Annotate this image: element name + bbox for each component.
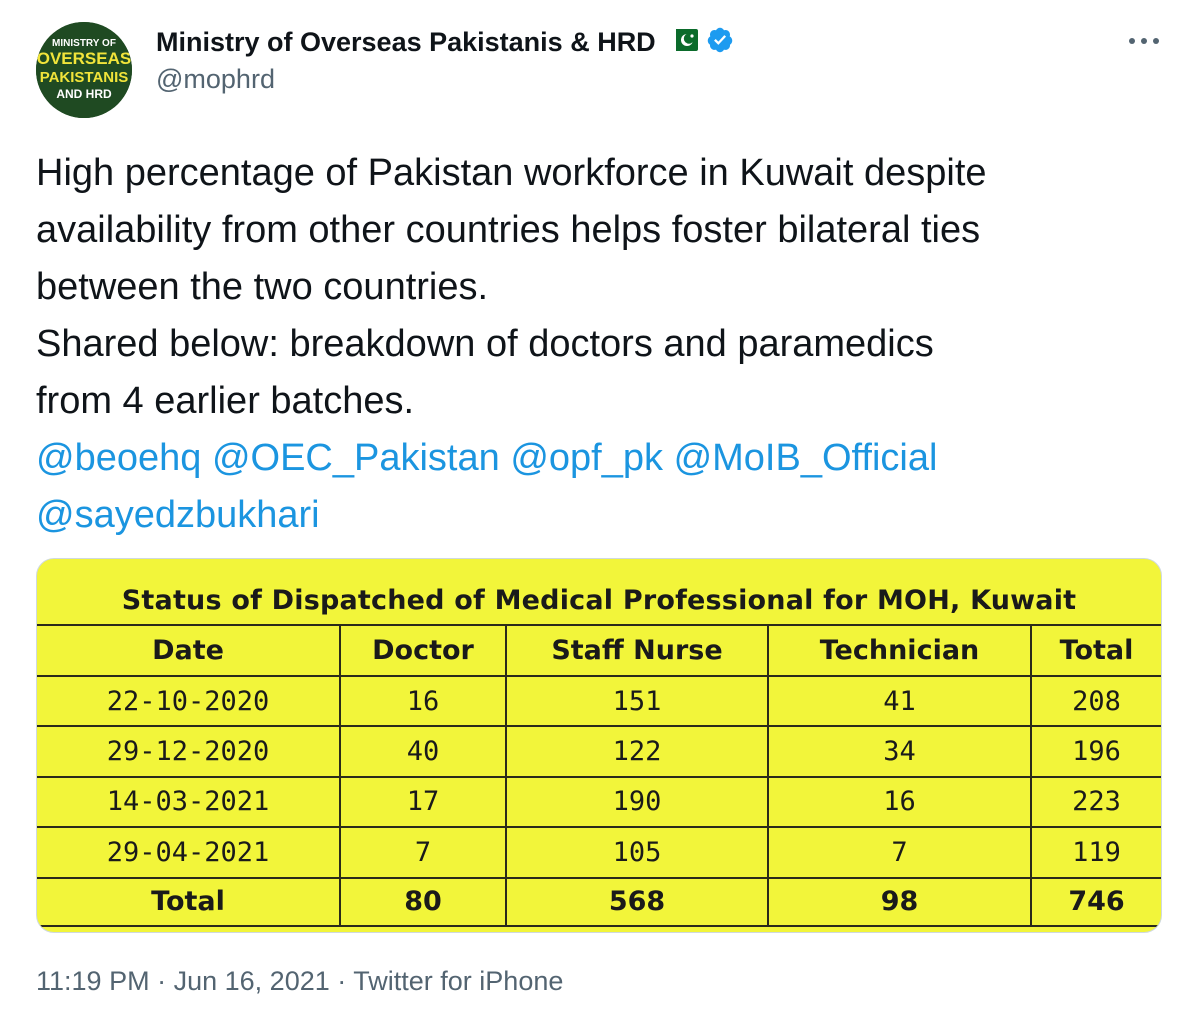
pakistan-flag-icon xyxy=(667,28,698,56)
table-cell: 40 xyxy=(339,725,507,778)
table-cell: 105 xyxy=(505,826,769,879)
table-cell: 98 xyxy=(767,876,1032,928)
meta-separator: · xyxy=(337,966,347,996)
tweet-date[interactable]: Jun 16, 2021 xyxy=(173,966,330,996)
table-cell: 122 xyxy=(505,725,769,778)
table-cell: 151 xyxy=(505,674,769,728)
tweet-line: between the two countries. xyxy=(36,266,489,308)
table-cell: 746 xyxy=(1029,876,1161,928)
table-header-row: Date Doctor Staff Nurse Technician Total xyxy=(37,624,1161,677)
mention-link[interactable]: @MoIB_Official xyxy=(673,437,938,479)
table-image: Status of Dispatched of Medical Professi… xyxy=(37,559,1161,932)
table-cell: 7 xyxy=(339,826,507,879)
column-header: Total xyxy=(1029,624,1161,677)
table-row: 29-04-2021 7 105 7 119 xyxy=(37,826,1161,879)
table-cell: 7 xyxy=(767,826,1032,879)
table-cell: 80 xyxy=(339,876,507,928)
media-image[interactable]: Status of Dispatched of Medical Professi… xyxy=(36,558,1162,933)
tweet-line: High percentage of Pakistan workforce in… xyxy=(36,152,987,194)
table-cell: 17 xyxy=(339,775,507,829)
mention-link[interactable]: @OEC_Pakistan xyxy=(211,437,500,479)
mentions-line: @beoehq @OEC_Pakistan @opf_pk @MoIB_Offi… xyxy=(36,430,1176,487)
table-title-row: Status of Dispatched of Medical Professi… xyxy=(37,577,1161,627)
table-cell: 41 xyxy=(767,674,1032,728)
avatar-logo: MINISTRY OF OVERSEAS PAKISTANIS AND HRD xyxy=(36,22,132,118)
tweet-text: High percentage of Pakistan workforce in… xyxy=(36,145,1176,544)
column-header: Doctor xyxy=(339,624,507,677)
table-cell: 16 xyxy=(767,775,1032,829)
column-header: Technician xyxy=(767,624,1032,677)
table-cell: 14-03-2021 xyxy=(37,775,341,829)
tweet-line: Shared below: breakdown of doctors and p… xyxy=(36,323,934,365)
table-row: 14-03-2021 17 190 16 223 xyxy=(37,775,1161,829)
table-cell: 568 xyxy=(505,876,769,928)
avatar[interactable]: MINISTRY OF OVERSEAS PAKISTANIS AND HRD xyxy=(36,22,132,118)
table-row: 29-12-2020 40 122 34 196 xyxy=(37,725,1161,778)
table-cell: Total xyxy=(37,876,341,928)
handle[interactable]: @mophrd xyxy=(156,64,275,94)
tweet-time[interactable]: 11:19 PM xyxy=(36,966,150,996)
author-block: Ministry of Overseas Pakistanis & HRD @m… xyxy=(156,24,734,95)
table-cell: 29-12-2020 xyxy=(37,725,341,778)
column-header: Date xyxy=(37,624,341,677)
table-title: Status of Dispatched of Medical Professi… xyxy=(37,577,1161,627)
table-cell: 223 xyxy=(1029,775,1161,829)
mention-link[interactable]: @opf_pk xyxy=(510,437,663,479)
svg-text:MINISTRY OF: MINISTRY OF xyxy=(52,38,116,49)
table-cell: 22-10-2020 xyxy=(37,674,341,728)
table-cell: 16 xyxy=(339,674,507,728)
svg-text:PAKISTANIS: PAKISTANIS xyxy=(40,69,129,86)
mentions-line: @sayedzbukhari xyxy=(36,487,1176,544)
tweet-meta: 11:19 PM · Jun 16, 2021 · Twitter for iP… xyxy=(36,966,563,997)
dispatch-table: Status of Dispatched of Medical Professi… xyxy=(37,577,1161,928)
meta-separator: · xyxy=(157,966,167,996)
table-cell: 29-04-2021 xyxy=(37,826,341,879)
column-header: Staff Nurse xyxy=(505,624,769,677)
table-cell: 119 xyxy=(1029,826,1161,879)
table-row: 22-10-2020 16 151 41 208 xyxy=(37,674,1161,728)
svg-text:AND HRD: AND HRD xyxy=(56,87,112,101)
tweet-source[interactable]: Twitter for iPhone xyxy=(353,966,564,996)
mention-link[interactable]: @beoehq xyxy=(36,437,202,479)
table-cell: 208 xyxy=(1029,674,1161,728)
more-options-icon[interactable] xyxy=(1124,24,1164,58)
tweet-line: availability from other countries helps … xyxy=(36,209,981,251)
svg-text:OVERSEAS: OVERSEAS xyxy=(37,49,131,68)
display-name[interactable]: Ministry of Overseas Pakistanis & HRD xyxy=(156,26,656,57)
table-total-row: Total 80 568 98 746 xyxy=(37,876,1161,928)
tweet-line: from 4 earlier batches. xyxy=(36,380,415,422)
mention-link[interactable]: @sayedzbukhari xyxy=(36,494,320,536)
table-cell: 190 xyxy=(505,775,769,829)
verified-badge-icon xyxy=(706,26,734,59)
table-cell: 196 xyxy=(1029,725,1161,778)
table-cell: 34 xyxy=(767,725,1032,778)
